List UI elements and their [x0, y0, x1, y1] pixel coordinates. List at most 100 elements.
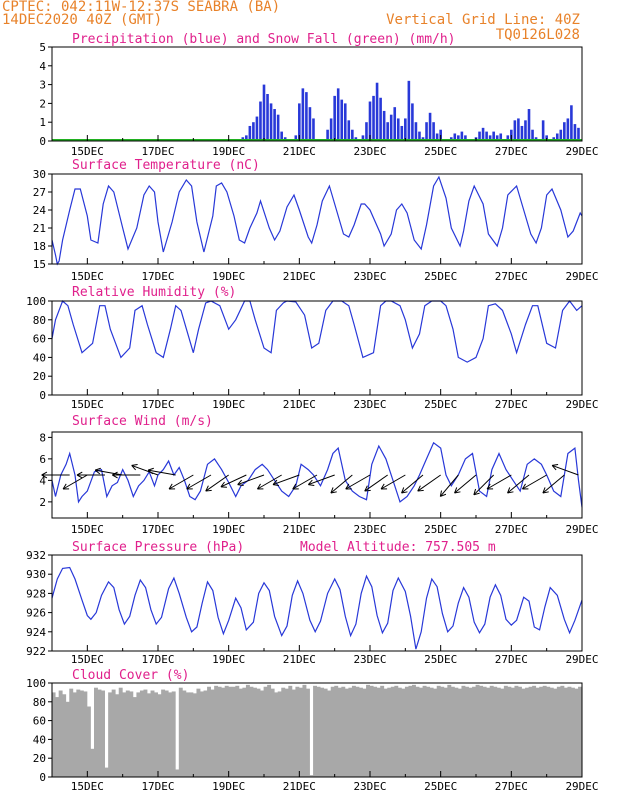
- cloud-bar: [387, 687, 392, 777]
- cloud-bar: [295, 686, 300, 777]
- cloud-bar: [362, 688, 367, 777]
- cloud-bar: [373, 686, 378, 777]
- cloud-bar: [302, 684, 307, 777]
- y-tick-label: 18: [33, 240, 46, 253]
- precip-bar: [347, 120, 351, 141]
- cloud-bar: [256, 688, 261, 777]
- y-tick-label: 27: [33, 186, 46, 199]
- cloud-bar: [443, 687, 448, 777]
- panel-5: Surface Pressure (hPa) Model Altitude: 75…: [26, 540, 598, 666]
- cloud-bar: [210, 689, 215, 777]
- precip-bar: [563, 122, 566, 141]
- wind-arrow: [522, 474, 547, 490]
- y-tick-label: 4: [39, 60, 46, 73]
- cloud-bar: [139, 690, 144, 777]
- wind-arrow-head: [147, 469, 154, 475]
- y-tick-label: 928: [26, 587, 46, 600]
- y-tick-label: 24: [33, 204, 47, 217]
- y-tick-label: 2: [39, 496, 46, 509]
- x-tick-label: 15DEC: [71, 145, 104, 158]
- precip-bar: [305, 92, 308, 141]
- cloud-bar: [122, 692, 127, 777]
- panel-4: Surface Wind (m/s) 2 4 6 8 15DEC 17DEC 19DEC 21D…: [39, 414, 598, 536]
- precip-bar: [524, 120, 527, 141]
- precip-bar: [414, 122, 418, 141]
- y-tick-label: 100: [26, 295, 46, 308]
- cloud-bar: [560, 685, 565, 777]
- cloud-bar: [404, 686, 409, 777]
- cloud-bar: [178, 687, 183, 777]
- panel-annotation: Model Altitude: 757.505 m: [300, 540, 496, 555]
- y-tick-label: 15: [33, 258, 46, 271]
- wind-arrow-head: [507, 491, 514, 494]
- cloud-bar: [567, 686, 572, 777]
- cloud-bar: [457, 688, 462, 777]
- wind-arrow: [292, 474, 318, 490]
- wind-arrow-head: [440, 493, 447, 497]
- cloud-bar: [419, 687, 423, 777]
- precip-bar: [280, 131, 283, 141]
- y-tick-label: 4: [39, 474, 46, 487]
- cloud-bar: [249, 686, 254, 777]
- x-tick-label: 17DEC: [141, 780, 174, 793]
- wind-arrow: [454, 474, 477, 494]
- precip-bar: [570, 105, 573, 141]
- precip-bar: [340, 99, 344, 141]
- cloud-bar: [182, 690, 187, 777]
- cloud-bar: [553, 688, 558, 777]
- precip-bar: [499, 133, 503, 141]
- precip-bar: [527, 109, 531, 141]
- cloud-bar: [542, 685, 547, 777]
- x-tick-label: 25DEC: [424, 398, 457, 411]
- y-tick-label: 20: [33, 752, 46, 765]
- cloud-bar: [224, 685, 229, 777]
- precip-bar: [379, 97, 382, 141]
- x-tick-label: 27DEC: [495, 398, 528, 411]
- cloud-bar: [390, 686, 395, 777]
- cloud-bar: [97, 689, 102, 777]
- precip-bar: [351, 129, 354, 141]
- wind-arrow: [486, 474, 512, 490]
- cloud-bar: [270, 688, 275, 777]
- cloud-bar: [465, 686, 469, 777]
- cloud-bar: [510, 687, 515, 777]
- wind-arrow-head: [345, 483, 350, 490]
- cloud-bar: [556, 686, 561, 777]
- cloud-bar: [263, 686, 268, 777]
- precip-bar: [389, 114, 393, 141]
- x-tick-label: 21DEC: [283, 653, 316, 666]
- y-tick-label: 30: [33, 168, 46, 181]
- precip-bar: [492, 131, 495, 141]
- cloud-bar: [539, 686, 544, 777]
- cloud-bar: [369, 685, 374, 777]
- x-tick-label: 23DEC: [353, 653, 386, 666]
- precip-bar: [382, 110, 386, 141]
- panel-2: Surface Temperature (nC) 15 18 21 24 27 30 15DE…: [33, 158, 599, 283]
- wind-arrow: [205, 474, 229, 492]
- cloud-bar: [313, 685, 317, 777]
- panel-title: Cloud Cover (%): [72, 668, 189, 683]
- precip-bar: [411, 103, 414, 141]
- wind-arrow: [345, 474, 371, 490]
- panel-title: Surface Pressure (hPa): [72, 540, 244, 555]
- x-tick-label: 29DEC: [565, 653, 598, 666]
- series-line: [51, 175, 583, 266]
- panel-title: Precipitation (blue) and Snow Fall (gree…: [72, 32, 456, 47]
- precip-bar: [457, 135, 460, 141]
- cloud-bar: [228, 686, 233, 777]
- panel-frame: [51, 431, 583, 519]
- precip-bar: [333, 95, 336, 141]
- precip-bar: [453, 133, 457, 141]
- cloud-bar: [578, 686, 582, 777]
- precip-bar: [506, 135, 510, 141]
- cloud-bar: [563, 687, 568, 777]
- wind-arrow: [186, 474, 212, 490]
- wind-arrow-head: [364, 485, 368, 492]
- y-tick-label: 40: [33, 733, 46, 746]
- cloud-bar: [58, 690, 63, 777]
- wind-arrow-head: [454, 491, 461, 494]
- cloud-bar: [231, 686, 236, 777]
- cloud-bar: [238, 688, 243, 777]
- x-tick-label: 21DEC: [283, 780, 316, 793]
- cloud-bar: [525, 687, 529, 777]
